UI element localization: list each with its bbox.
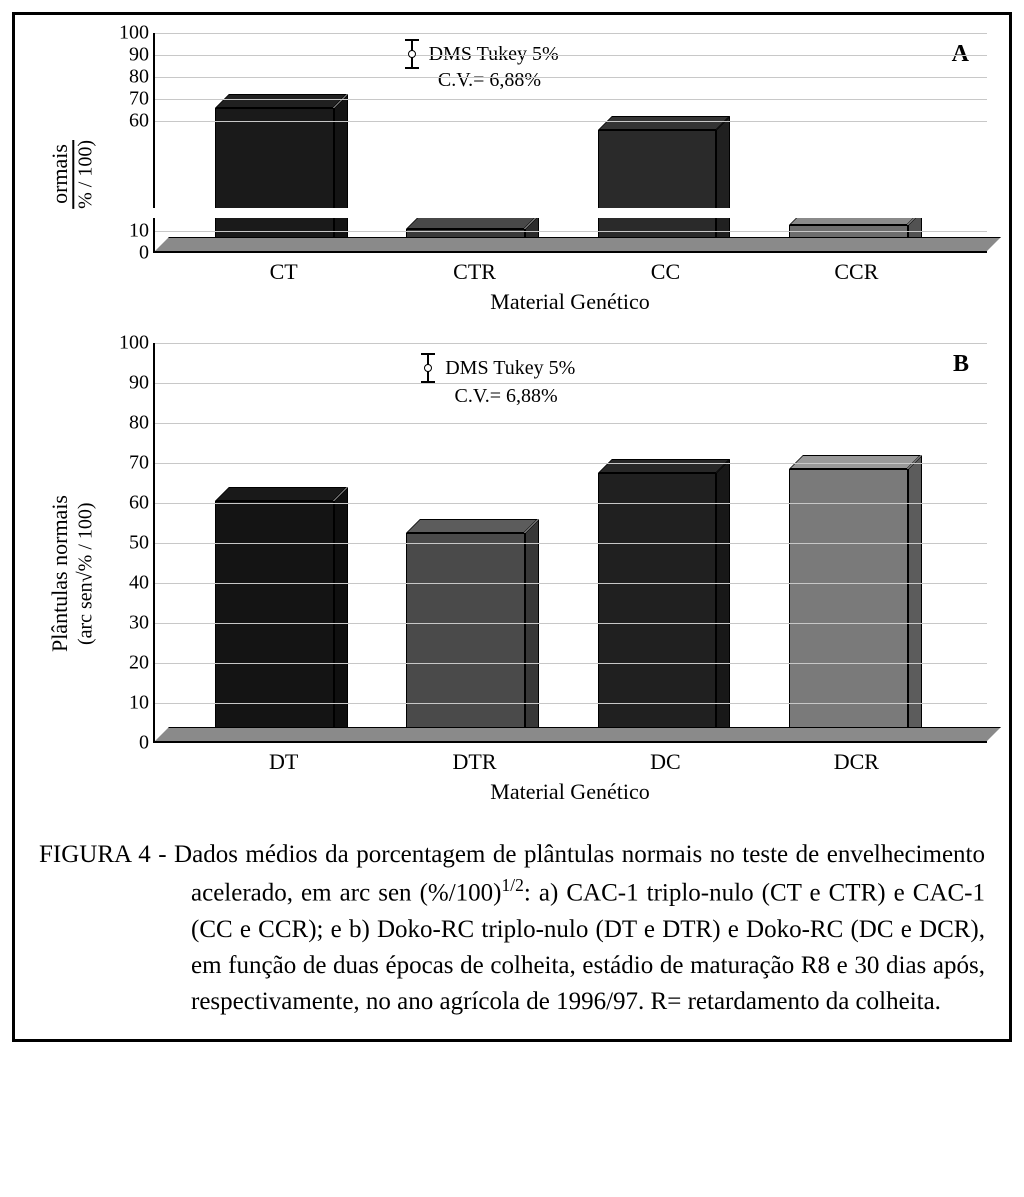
panel-a-chartblock: A DMS Tukey 5% C.V.= 6,88% 0106070809010… [107,33,987,315]
panel-a-xlabel: Material Genético [153,289,987,315]
gridline [155,121,987,122]
bar [215,501,353,741]
xtick-label: CC [597,259,734,285]
ytick-label: 0 [109,242,149,265]
gridline [155,543,987,544]
ylabel-b-line2: (arc sen√% / 100) [74,503,96,646]
gridline [155,423,987,424]
ytick-label: 40 [109,572,149,595]
gridline [155,583,987,584]
bar-slot [406,533,544,741]
ytick-label: 90 [109,372,149,395]
panel-b-plot: B DMS Tukey 5% C.V.= 6,88% 0102030405060… [153,343,987,743]
panel-a-inner: ormais % / 100) A DMS Tukey 5% C.V.= 6,8… [37,33,987,315]
bar-slot [598,130,736,251]
bar [406,533,544,741]
panel-b-chartblock: B DMS Tukey 5% C.V.= 6,88% 0102030405060… [107,343,987,805]
panel-b-xlabel: Material Genético [153,779,987,805]
xtick-label: DTR [406,749,543,775]
ytick-label: 10 [109,220,149,243]
bar-slot [789,469,927,741]
panel-a-ylabel: ormais % / 100) [47,140,98,209]
ytick-label: 60 [109,110,149,133]
gridline [155,99,987,100]
ytick-label: 70 [109,88,149,111]
xtick-label: DCR [788,749,925,775]
figure-caption: FIGURA 4 - Dados médios da porcentagem d… [37,833,987,1021]
panel-b-bars [155,341,987,741]
figure-frame: ormais % / 100) A DMS Tukey 5% C.V.= 6,8… [12,12,1012,1042]
panel-b: Plântulas normais (arc sen√% / 100) B DM… [37,343,987,805]
caption-label: FIGURA 4 - [39,841,174,868]
bar [789,469,927,741]
ytick-label: 70 [109,452,149,475]
gridline [155,33,987,34]
bar-slot [215,501,353,741]
ytick-label: 90 [109,44,149,67]
panel-a-bars [155,31,987,251]
panel-b-inner: Plântulas normais (arc sen√% / 100) B DM… [37,343,987,805]
gridline [155,663,987,664]
xtick-label: CTR [406,259,543,285]
ytick-label: 20 [109,652,149,675]
gridline [155,231,987,232]
xtick-label: CT [215,259,352,285]
panel-b-ylabel-wrap: Plântulas normais (arc sen√% / 100) [37,343,107,805]
ytick-label: 10 [109,692,149,715]
panel-a-plot: A DMS Tukey 5% C.V.= 6,88% 0106070809010… [153,33,987,253]
bar [598,130,736,251]
gridline [155,703,987,704]
ytick-label: 100 [109,332,149,355]
chart-floor [155,727,1001,741]
ytick-label: 30 [109,612,149,635]
xtick-label: DC [597,749,734,775]
caption-sup: 1/2 [502,875,524,895]
bar-slot [598,473,736,741]
panel-a: ormais % / 100) A DMS Tukey 5% C.V.= 6,8… [37,33,987,315]
ylabel-b-line1: Plântulas normais [47,495,72,652]
ytick-label: 50 [109,532,149,555]
panel-b-ylabel: Plântulas normais (arc sen√% / 100) [47,495,98,652]
panel-a-ylabel-wrap: ormais % / 100) [37,33,107,315]
ytick-label: 80 [109,412,149,435]
gridline [155,623,987,624]
ytick-label: 0 [109,732,149,755]
ytick-label: 60 [109,492,149,515]
chart-floor [155,237,1001,251]
xtick-label: CCR [788,259,925,285]
ylabel-a-line2: % / 100) [74,140,96,209]
gridline [155,77,987,78]
gridline [155,463,987,464]
gridline [155,503,987,504]
xtick-label: DT [215,749,352,775]
bar-slot [215,108,353,251]
panel-b-xticks: DT DTR DC DCR [153,743,987,775]
gridline [155,343,987,344]
ytick-label: 100 [109,22,149,45]
axis-break [151,208,987,218]
ytick-label: 80 [109,66,149,89]
bar [598,473,736,741]
gridline [155,55,987,56]
ylabel-a-line1: ormais [47,144,72,204]
panel-a-xticks: CT CTR CC CCR [153,253,987,285]
gridline [155,383,987,384]
bar [215,108,353,251]
